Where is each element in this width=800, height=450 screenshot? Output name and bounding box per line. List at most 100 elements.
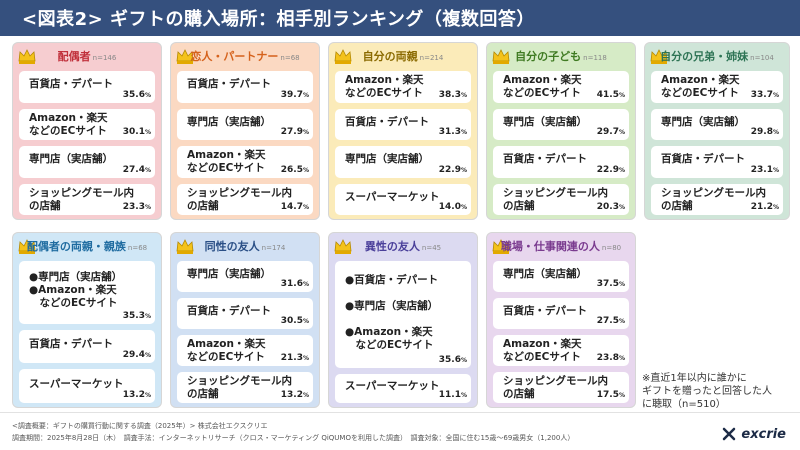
label-line: 専門店（実店舗） — [503, 268, 587, 280]
purchase-place-label: 百貨店・デパート — [187, 78, 271, 91]
percentage-value: 13.2% — [123, 390, 151, 400]
value-number: 31.3 — [438, 127, 461, 137]
label-line: 百貨店・デパート — [503, 305, 587, 317]
recipient-label: 職場・仕事関連の人 — [500, 240, 600, 253]
value-unit: % — [772, 129, 779, 136]
ranking-item: 百貨店・デパート 22.9% — [493, 146, 629, 178]
purchase-place-label: 専門店（実店舗） — [661, 116, 745, 129]
recipient-label: 自分の子ども — [515, 50, 582, 63]
value-number: 14.7 — [280, 202, 303, 212]
label-line: の店舗 — [187, 199, 219, 212]
percentage-value: 29.7% — [597, 127, 625, 137]
value-unit: % — [460, 129, 467, 136]
panel-title-bar: 配偶者 n=146 — [13, 43, 161, 69]
crown-icon — [17, 237, 37, 255]
label-line: 専門店（実店舗） — [29, 153, 113, 166]
value-unit: % — [618, 91, 625, 99]
value-unit: % — [144, 352, 151, 360]
purchase-place-label: 百貨店・デパート — [503, 305, 587, 318]
ranking-item: ●百貨店・デパート ●専門店（実店舗） ●Amazon・楽天 などのECサイト 3… — [335, 261, 471, 369]
ranking-item: 百貨店・デパート 27.5% — [493, 298, 629, 329]
purchase-place-label: 専門店（実店舗） — [29, 153, 113, 166]
percentage-value: 14.0% — [439, 202, 467, 212]
value-number: 38.3 — [438, 89, 461, 100]
panel-title-bar: 配偶者の両親・親族 n=68 — [13, 233, 161, 259]
purchase-place-label: ●専門店（実店舗） ●Amazon・楽天 などのECサイト — [29, 271, 122, 310]
percentage-value: 26.5% — [281, 165, 309, 175]
percentage-value: 27.4% — [123, 165, 151, 175]
value-unit: % — [302, 129, 309, 136]
ranking-item: ショッピングモール内 の店舗 17.5% — [493, 372, 629, 403]
value-number: 30.1 — [122, 127, 145, 137]
value-unit: % — [302, 204, 309, 211]
purchase-place-label: ●百貨店・デパート ●専門店（実店舗） ●Amazon・楽天 などのECサイト — [345, 274, 438, 352]
label-line: Amazon・楽天 — [661, 74, 740, 86]
purchase-place-label: Amazon・楽天 などのECサイト — [661, 74, 739, 100]
value-unit: % — [460, 91, 467, 99]
panel-recipient-name: 職場・仕事関連の人 n=80 — [487, 238, 635, 254]
panel-recipient-name: 配偶者 n=146 — [13, 48, 161, 64]
value-number: 37.5 — [596, 279, 619, 289]
percentage-value: 21.3% — [281, 353, 309, 363]
label-line: 専門店（実店舗） — [187, 268, 271, 280]
label-line: ショッピングモール内 — [29, 186, 134, 199]
value-number: 21.2 — [750, 202, 773, 212]
panel-recipient-name: 自分の子ども n=118 — [487, 48, 635, 64]
purchase-place-label: ショッピングモール内 の店舗 — [661, 187, 766, 213]
sample-size: n=68 — [280, 54, 300, 62]
purchase-place-label: Amazon・楽天 などのECサイト — [345, 74, 423, 100]
value-number: 31.6 — [280, 279, 303, 289]
ranking-item: 専門店（実店舗） 37.5% — [493, 261, 629, 292]
percentage-value: 29.8% — [751, 127, 779, 137]
recipient-label: 恋人・パートナー — [190, 50, 279, 63]
percentage-value: 14.7% — [281, 202, 309, 212]
ranking-item: 百貨店・デパート 35.6% — [19, 71, 155, 103]
value-number: 17.5 — [596, 390, 619, 400]
crown-icon — [649, 47, 669, 65]
sample-size: n=214 — [419, 54, 444, 62]
value-number: 27.4 — [122, 164, 145, 175]
value-unit: % — [302, 166, 309, 174]
percentage-value: 23.1% — [751, 165, 779, 175]
ranking-item: 専門店（実店舗） 29.8% — [651, 108, 783, 140]
survey-overview: <調査概要：ギフトの購買行動に関する調査（2025年）> 株式会社エクスクリエ — [12, 422, 268, 430]
value-unit: % — [460, 204, 467, 211]
purchase-place-label: 百貨店・デパート — [29, 78, 113, 91]
label-line: ショッピングモール内 — [187, 186, 292, 199]
label-line: スーパーマーケット — [345, 380, 440, 393]
ranking-item: 専門店（実店舗） 29.7% — [493, 108, 629, 140]
percentage-value: 37.5% — [597, 279, 625, 289]
purchase-place-label: 専門店（実店舗） — [503, 268, 587, 281]
percentage-value: 20.3% — [597, 202, 625, 212]
value-unit: % — [618, 392, 625, 399]
ranking-item: Amazon・楽天 などのECサイト 21.3% — [177, 335, 313, 366]
label-line: などのECサイト — [187, 351, 265, 363]
purchase-place-label: Amazon・楽天 などのECサイト — [503, 74, 581, 100]
company-logo-text: excrie — [741, 427, 786, 442]
value-number: 11.1 — [438, 389, 461, 400]
label-line: ショッピングモール内 — [661, 186, 766, 199]
value-number: 23.1 — [750, 164, 773, 175]
label-line — [345, 313, 438, 326]
ranking-item: スーパーマーケット 13.2% — [19, 369, 155, 403]
value-number: 29.7 — [596, 127, 619, 137]
note-line: に聴取（n=510） — [642, 399, 726, 410]
survey-footer: <調査概要：ギフトの購買行動に関する調査（2025年）> 株式会社エクスクリエ … — [0, 412, 800, 450]
ranking-panel: 職場・仕事関連の人 n=80 専門店（実店舗） 37.5% 百貨店・デパート 27.5% A… — [486, 232, 636, 408]
ranking-item: Amazon・楽天 などのECサイト 41.5% — [493, 71, 629, 103]
percentage-value: 35.3% — [123, 311, 151, 321]
ranking-panel: 自分の子ども n=118 Amazon・楽天 などのECサイト 41.5% 専門店（実店舗… — [486, 42, 636, 220]
panel-recipient-name: 配偶者の両親・親族 n=68 — [13, 238, 161, 254]
percentage-value: 11.1% — [439, 390, 467, 400]
value-number: 23.8 — [596, 353, 619, 363]
ranking-item: 百貨店・デパート 30.5% — [177, 298, 313, 329]
ranking-item: 百貨店・デパート 31.3% — [335, 108, 471, 140]
crown-icon — [17, 47, 37, 65]
purchase-place-label: 専門店（実店舗） — [187, 268, 271, 281]
ranking-panel: 配偶者 n=146 百貨店・デパート 35.6% Amazon・楽天 などのECサイト 30… — [12, 42, 162, 220]
purchase-place-label: 専門店（実店舗） — [345, 153, 429, 166]
excrie-logo-icon — [722, 427, 736, 441]
crown-icon — [175, 47, 195, 65]
ranking-panel: 自分の兄弟・姉妹 n=104 Amazon・楽天 などのECサイト 33.7% 専門店（実… — [644, 42, 790, 220]
value-unit: % — [618, 129, 625, 136]
